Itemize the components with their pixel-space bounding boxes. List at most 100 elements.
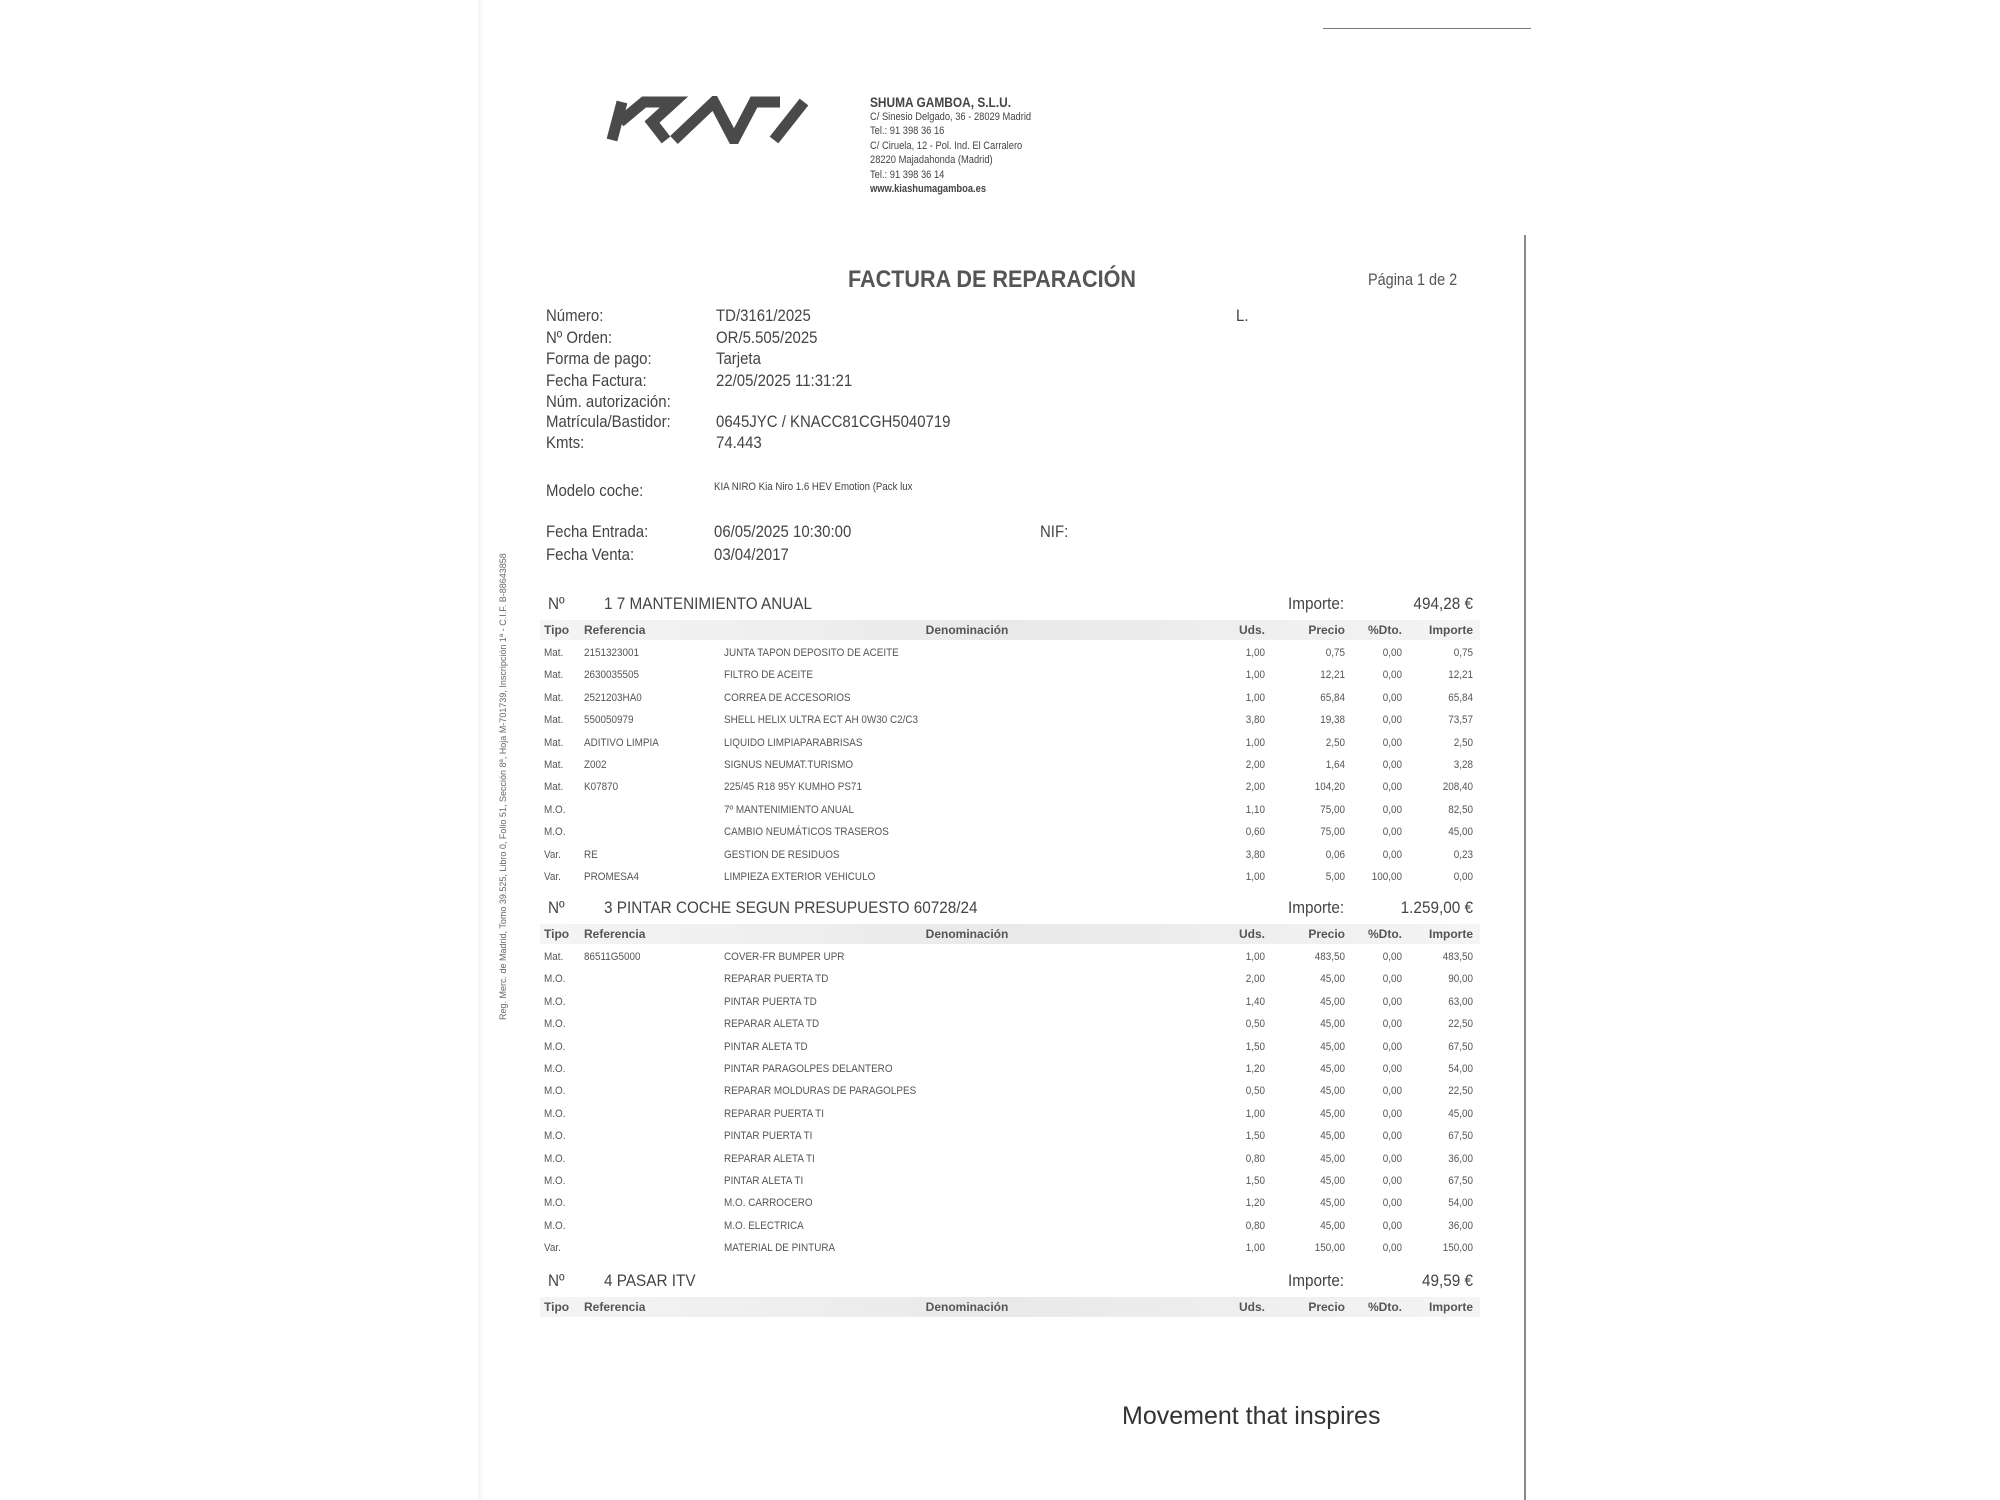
table-cell: 483,50	[1442, 951, 1473, 963]
table-cell: M.O.	[544, 1063, 566, 1075]
table-cell: 7º MANTENIMIENTO ANUAL	[724, 803, 854, 816]
table-cell: Mat.	[544, 781, 564, 794]
table-cell: Mat.	[544, 669, 564, 682]
column-header: Precio	[1308, 1300, 1345, 1314]
table-cell: M.O.	[544, 1018, 566, 1031]
table-cell: 45,00	[1320, 1175, 1345, 1187]
section-importe: 49,59 €	[1421, 1271, 1473, 1290]
table-cell: 150,00	[1314, 1242, 1345, 1255]
table-cell: 1,00	[1245, 691, 1265, 704]
table-cell: 36,00	[1448, 1152, 1473, 1165]
table-cell: REPARAR PUERTA TD	[724, 973, 829, 986]
table-cell: 75,00	[1320, 803, 1345, 816]
table-cell: 2521203HA0	[584, 691, 642, 704]
field-value: 22/05/2025 11:31:21	[716, 371, 853, 390]
table-cell: 2,50	[1325, 736, 1345, 749]
field-label: Matrícula/Bastidor:	[546, 412, 671, 431]
table-cell: 45,00	[1320, 973, 1345, 986]
table-cell: 54,00	[1448, 1197, 1473, 1210]
table-cell: 3,80	[1245, 714, 1265, 727]
table-cell: 1,00	[1245, 1242, 1265, 1255]
table-cell: Mat.	[544, 759, 564, 771]
table-cell: 67,50	[1448, 1040, 1473, 1053]
table-cell: Mat.	[544, 647, 564, 659]
table-cell: 104,20	[1314, 781, 1345, 794]
section-importe-label: Importe:	[1288, 1271, 1345, 1290]
kia-logo	[606, 96, 809, 144]
field-value: Tarjeta	[716, 349, 761, 368]
table-cell: 1,64	[1325, 759, 1345, 771]
field-label: Número:	[546, 306, 604, 325]
company-info: SHUMA GAMBOA, S.L.U. C/ Sinesio Delgado,…	[870, 95, 1031, 197]
table-cell: 0,00	[1382, 1040, 1402, 1053]
table-cell: 45,00	[1320, 1018, 1345, 1031]
table-cell: 63,00	[1448, 995, 1473, 1008]
table-cell: Mat.	[544, 736, 564, 749]
table-cell: 0,00	[1382, 826, 1402, 839]
column-header: Referencia	[584, 927, 646, 941]
table-cell: 0,00	[1382, 1152, 1402, 1165]
table-cell: 0,00	[1382, 1130, 1402, 1143]
table-cell: 550050979	[584, 714, 634, 727]
table-cell: 1,00	[1245, 647, 1265, 659]
table-cell: 0,00	[1382, 1197, 1402, 1210]
table-cell: M.O.	[544, 826, 566, 839]
column-header: Uds.	[1238, 1300, 1265, 1314]
section-number-label: Nº	[548, 1271, 565, 1290]
table-cell: PINTAR ALETA TD	[724, 1040, 808, 1053]
column-header: Referencia	[584, 1300, 646, 1314]
table-cell: 1,00	[1245, 736, 1265, 749]
table-cell: 1,00	[1245, 951, 1265, 963]
registry-text: Reg. Merc. de Madrid, Tomo 39.525, Libro…	[498, 553, 508, 1020]
table-cell: 45,00	[1320, 1130, 1345, 1143]
table-cell: Var.	[544, 1242, 561, 1255]
column-header: Importe	[1428, 927, 1473, 941]
table-cell: MATERIAL DE PINTURA	[724, 1242, 836, 1255]
customer-initial: L.	[1236, 306, 1249, 325]
table-cell: ADITIVO LIMPIA	[584, 736, 659, 749]
table-cell: PINTAR PUERTA TI	[724, 1130, 813, 1143]
nif-label: NIF:	[1040, 522, 1069, 541]
table-cell: 0,75	[1453, 647, 1473, 659]
field-label: Forma de pago:	[546, 349, 652, 368]
column-header: Tipo	[544, 927, 570, 941]
table-cell: M.O.	[544, 1152, 566, 1165]
table-cell: 483,50	[1314, 951, 1345, 963]
company-name: SHUMA GAMBOA, S.L.U.	[870, 94, 1012, 110]
table-cell: REPARAR PUERTA TI	[724, 1107, 824, 1120]
column-header: Importe	[1428, 1300, 1473, 1314]
field-value: 74.443	[716, 433, 762, 452]
table-cell: 2,50	[1453, 736, 1473, 749]
table-cell: 67,50	[1448, 1175, 1473, 1187]
table-cell: 1,50	[1245, 1040, 1265, 1053]
table-cell: PINTAR PARAGOLPES DELANTERO	[724, 1063, 893, 1075]
table-cell: 2,00	[1245, 759, 1265, 771]
table-cell: M.O.	[544, 1175, 566, 1187]
table-cell: 45,00	[1320, 1197, 1345, 1210]
table-cell: 0,50	[1245, 1085, 1265, 1098]
table-cell: 45,00	[1320, 1085, 1345, 1098]
table-cell: RE	[584, 848, 598, 861]
table-cell: 22,50	[1448, 1018, 1473, 1031]
field-value: TD/3161/2025	[716, 306, 811, 325]
table-cell: 2630035505	[584, 669, 640, 682]
column-header: Denominación	[925, 927, 1009, 941]
table-cell: 45,00	[1448, 826, 1473, 839]
table-cell: PROMESA4	[584, 871, 640, 883]
table-cell: 150,00	[1442, 1242, 1473, 1255]
table-cell: 0,00	[1382, 1175, 1402, 1187]
table-cell: Var.	[544, 848, 561, 861]
table-cell: 208,40	[1442, 781, 1473, 794]
table-cell: 1,40	[1245, 995, 1265, 1008]
table-cell: 0,00	[1453, 871, 1473, 883]
field-label: Nº Orden:	[546, 328, 613, 347]
field-label: Núm. autorización:	[546, 392, 671, 411]
column-header: %Dto.	[1368, 1300, 1402, 1314]
column-header: Denominación	[925, 623, 1009, 637]
table-cell: 12,21	[1320, 669, 1345, 682]
field-value: OR/5.505/2025	[716, 328, 818, 347]
column-header-band	[540, 1297, 1480, 1317]
table-cell: 45,00	[1448, 1107, 1473, 1120]
table-cell: M.O.	[544, 1107, 566, 1120]
table-cell: M.O.	[544, 803, 566, 816]
